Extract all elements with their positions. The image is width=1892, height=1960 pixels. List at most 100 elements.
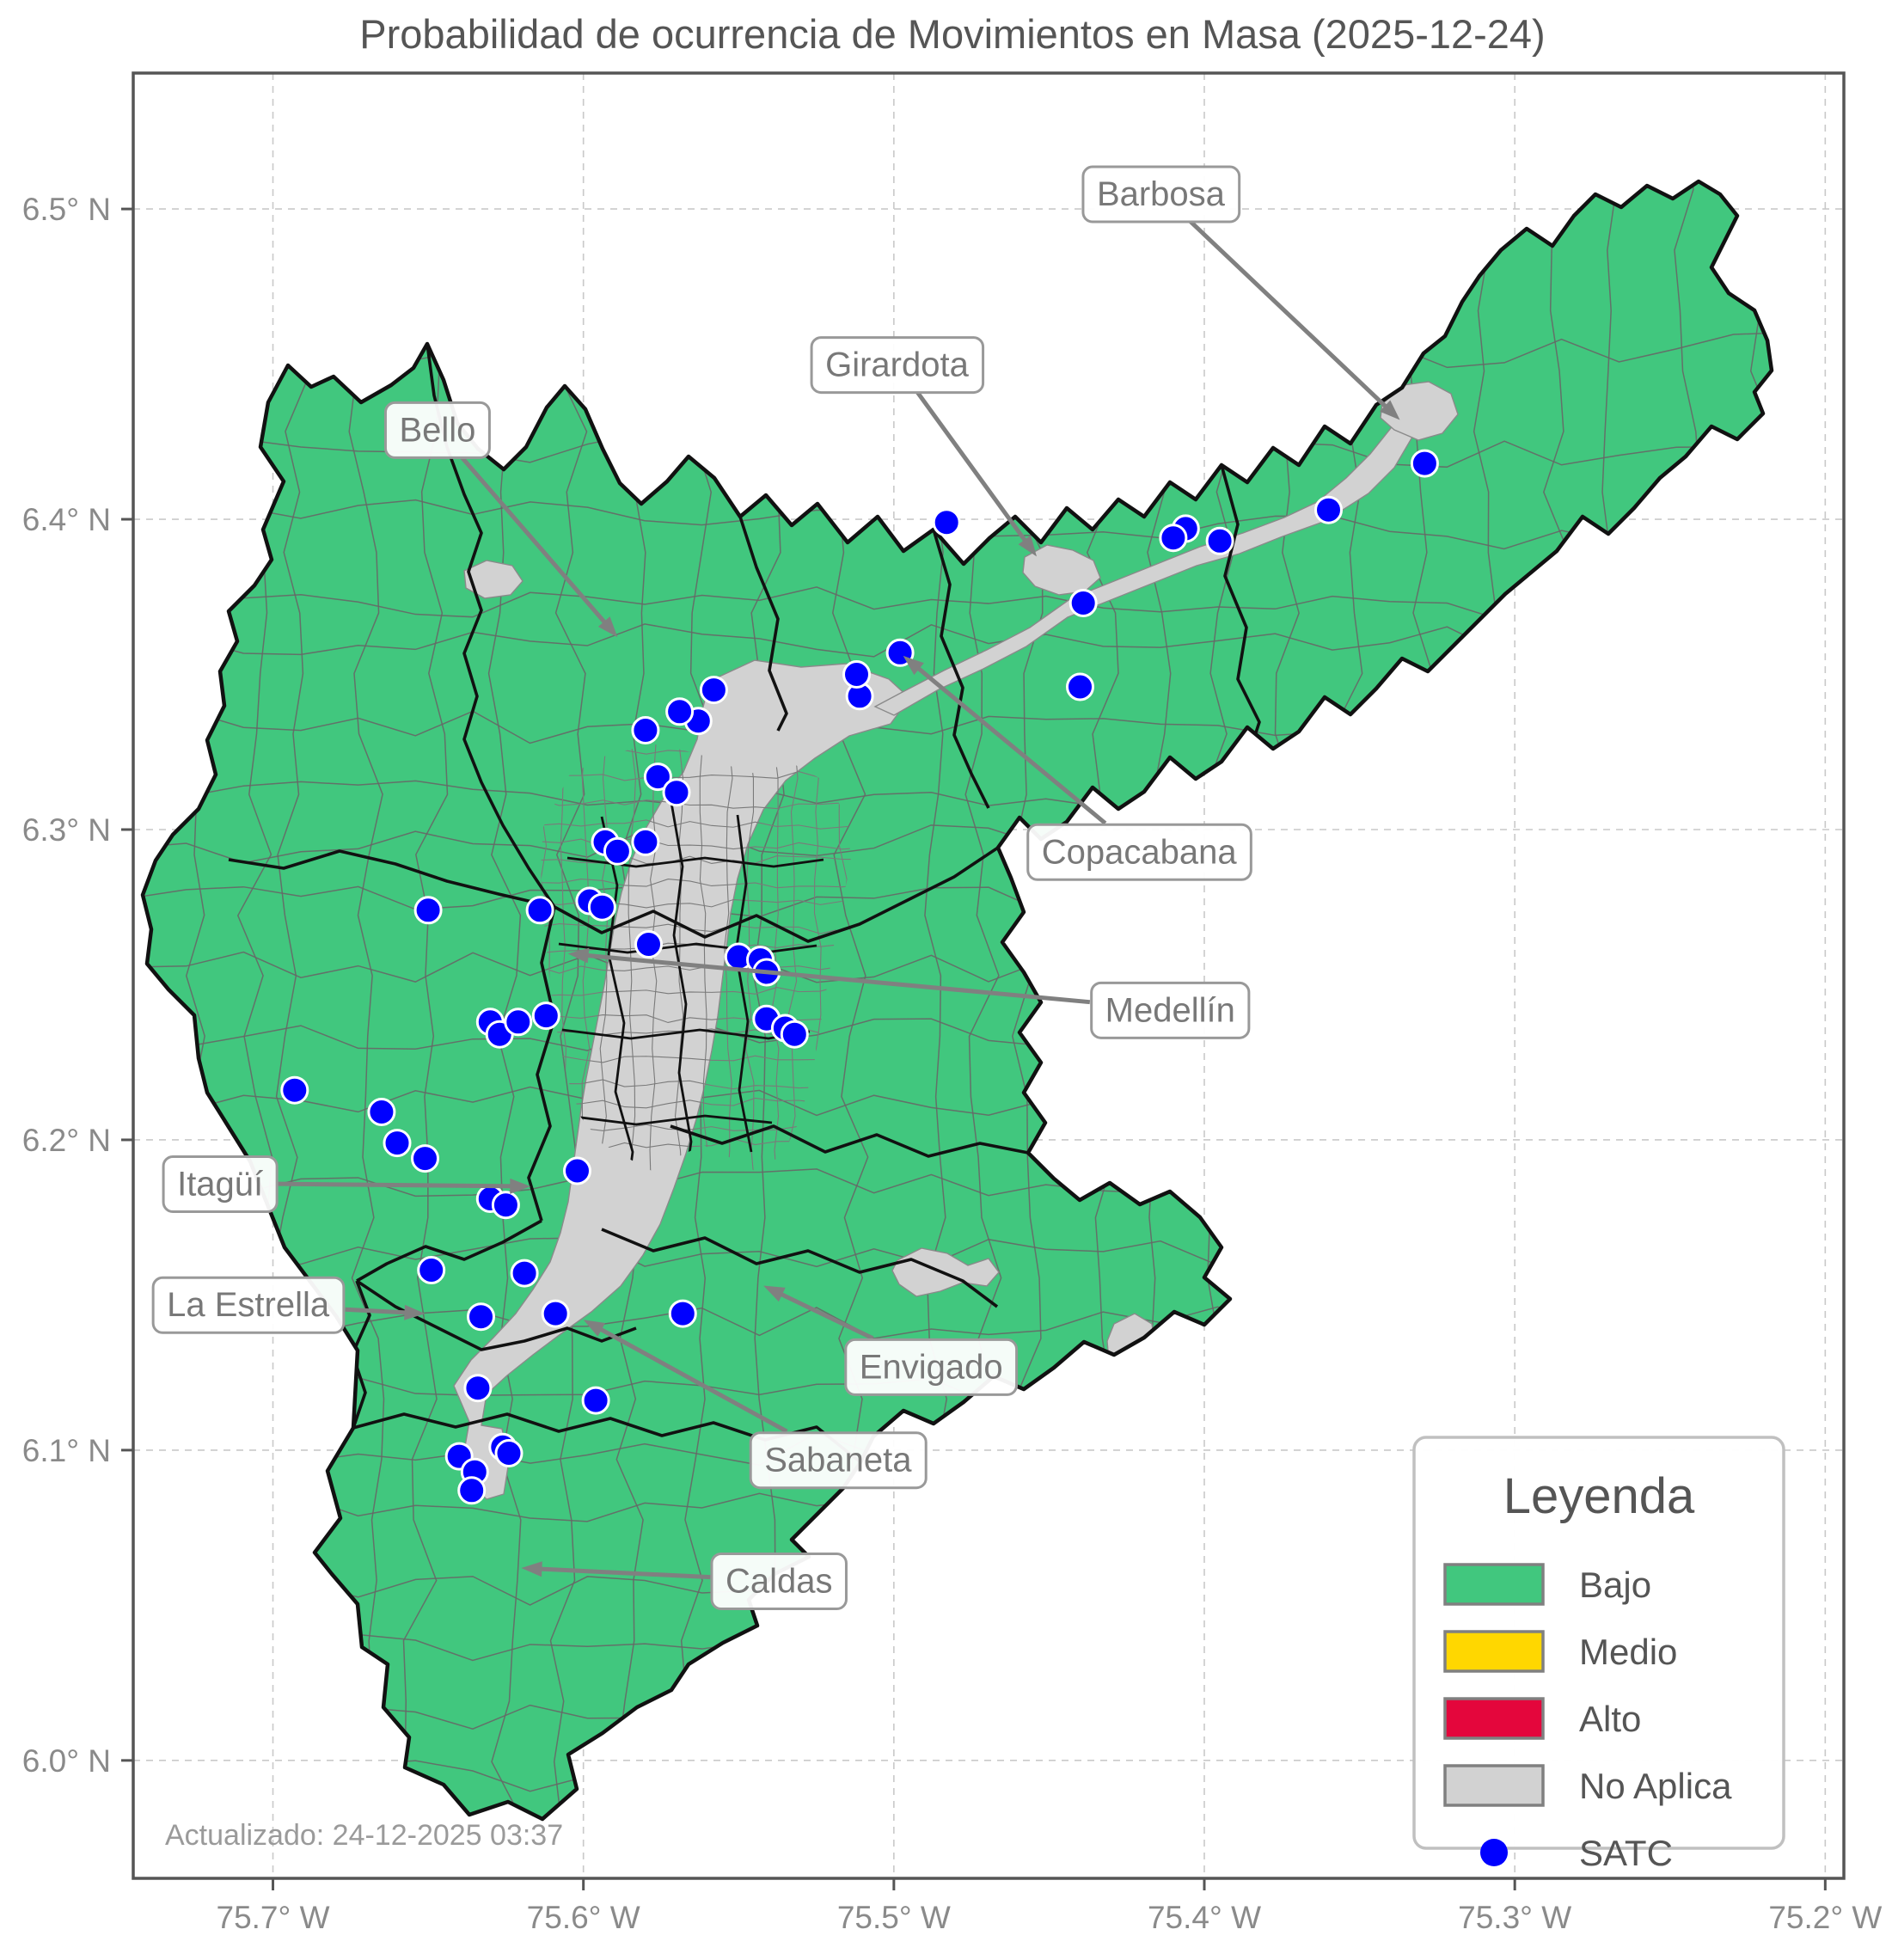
x-tick-label: 75.7° W [217, 1900, 330, 1935]
barrio-line [541, 1079, 851, 1090]
satc-point [383, 1129, 412, 1158]
municipality-border [932, 529, 990, 809]
barrio-line [674, 744, 684, 1171]
y-tick-label: 6.4° N [22, 502, 111, 537]
satc-point [280, 1075, 309, 1105]
city-label-arrowhead [597, 616, 618, 638]
city-label-arrowhead [763, 1285, 786, 1302]
y-tick-label: 6.1° N [22, 1433, 111, 1468]
city-annotation: Bello [383, 401, 618, 638]
y-tick-label: 6.0° N [22, 1743, 111, 1779]
comuna-border [669, 797, 695, 1171]
barrio-line [541, 965, 851, 974]
city-annotation: Medellín [567, 947, 1251, 1039]
no-aplica-polygon [453, 659, 910, 1500]
figure-title: Probabilidad de ocurrencia de Movimiento… [359, 11, 1545, 57]
municipality-border [738, 516, 788, 732]
city-label-text: Envigado [860, 1348, 1003, 1386]
barrio-line [541, 898, 851, 909]
legend-swatch-alto [1443, 1697, 1545, 1740]
city-label-arrow [278, 1181, 516, 1189]
municipality-border [527, 906, 556, 1222]
city-label-box [749, 1431, 928, 1490]
satc-point [665, 697, 695, 726]
barrio-line [699, 744, 713, 1171]
city-label-arrowhead [1018, 535, 1037, 557]
city-label-arrow [915, 390, 1030, 546]
satc-point [603, 836, 632, 866]
city-annotation: Sabaneta [583, 1320, 928, 1490]
satc-point [541, 1299, 570, 1328]
axis-ticks-and-labels: 75.7° W 75.6° W 75.5° W 75.4° W 75.3° W 75.2°… [22, 192, 1883, 1935]
city-annotation: Envigado [763, 1285, 1019, 1396]
updated-timestamp: Actualizado: 24-12-2025 03:37 [165, 1819, 563, 1852]
satc-point [1314, 495, 1343, 524]
x-tick-label: 75.3° W [1458, 1900, 1571, 1935]
satc-point [1159, 524, 1188, 553]
legend-item-label: Medio [1579, 1632, 1677, 1672]
satc-point [643, 763, 672, 792]
city-label-arrow [1189, 219, 1391, 411]
plot-border [132, 71, 1846, 1880]
comuna-border [734, 814, 753, 1153]
city-label-box [162, 1155, 279, 1213]
satc-point [367, 1098, 396, 1126]
city-label-text: Medellín [1105, 991, 1235, 1029]
satc-point [413, 896, 443, 925]
region-bajo-fill [143, 181, 1772, 1819]
city-annotation: Caldas [521, 1552, 848, 1610]
city-label-text: Copacabana [1042, 833, 1238, 871]
barrio-line [541, 770, 851, 781]
x-tick-label: 75.4° W [1148, 1900, 1261, 1935]
city-label-box [151, 1276, 346, 1334]
city-label-box [1081, 165, 1241, 224]
legend-swatch-no_aplica [1443, 1764, 1545, 1807]
satc-point [531, 1001, 560, 1031]
comuna-border [566, 1114, 773, 1126]
y-tick-label: 6.2° N [22, 1123, 111, 1158]
legend-item-label: Bajo [1579, 1565, 1651, 1605]
barrio-line [541, 854, 851, 865]
city-label-arrowhead [404, 1304, 426, 1320]
city-label-text: Girardota [825, 346, 969, 384]
city-label-arrow [776, 1290, 874, 1341]
barrio-line [541, 1050, 851, 1063]
legend-item-label: SATC [1579, 1833, 1673, 1873]
satc-point [587, 892, 616, 922]
city-label-box [1026, 823, 1252, 881]
legend-marker-satc [1480, 1839, 1508, 1866]
city-label-box [844, 1338, 1019, 1396]
city-label-arrow [536, 1566, 711, 1580]
satc-point [842, 660, 871, 689]
city-annotation: Itagüí [162, 1155, 531, 1213]
satc-point [525, 896, 554, 925]
barrio-line [541, 819, 851, 830]
x-tick-label: 75.2° W [1768, 1900, 1882, 1935]
city-annotation: La Estrella [151, 1276, 426, 1334]
barrio-line [541, 1014, 851, 1026]
barrio-line [724, 744, 733, 1171]
city-label-arrow [913, 664, 1107, 825]
municipality-border [601, 1228, 999, 1308]
satc-point [1410, 449, 1439, 478]
satc-point [510, 1259, 539, 1288]
legend-title: Leyenda [1503, 1468, 1695, 1524]
barrio-line [541, 879, 851, 889]
municipality-border [356, 1279, 637, 1351]
city-label-arrow [583, 952, 1091, 1005]
legend-box [1412, 1436, 1785, 1850]
region-outline [140, 179, 1774, 1822]
city-label-box [810, 336, 985, 395]
city-label-arrowhead [583, 1320, 606, 1337]
satc-point [494, 1439, 524, 1467]
city-label-arrowhead [1379, 400, 1400, 420]
satc-point [631, 716, 660, 744]
satc-point [1066, 672, 1094, 701]
city-label-arrow [596, 1325, 788, 1434]
satc-point [634, 930, 663, 959]
barrio-line [813, 744, 822, 1171]
satc-point [668, 1299, 697, 1328]
municipality-border [228, 849, 555, 909]
x-tick-label: 75.5° W [837, 1900, 951, 1935]
